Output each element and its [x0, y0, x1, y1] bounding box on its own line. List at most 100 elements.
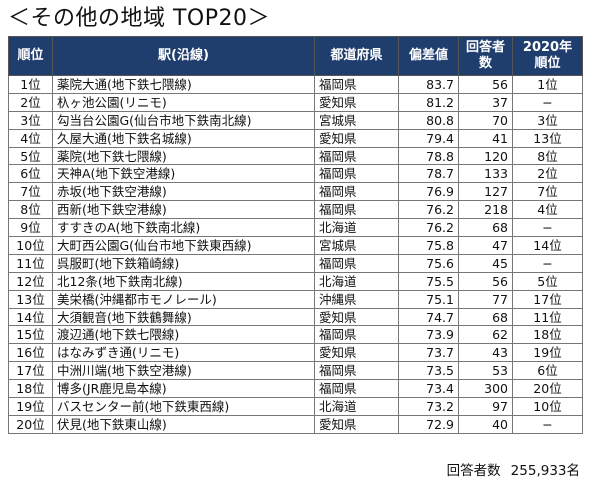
prev-rank-cell: −	[512, 253, 583, 273]
score-cell: 73.5	[398, 361, 459, 381]
score-cell: 75.5	[398, 271, 459, 291]
rank-cell: 10位	[8, 236, 53, 255]
rank-cell: 2位	[8, 92, 53, 112]
respondents-total-label: 回答者数	[446, 463, 501, 479]
rank-cell: 16位	[8, 343, 53, 363]
prefecture-cell: 福岡県	[314, 200, 399, 220]
station-cell: バスセンター前(地下鉄東西線)	[52, 397, 315, 416]
table-row: 9位 すすきのA(地下鉄南北線) 北海道 76.2 68−	[8, 218, 583, 238]
rank-cell: 13位	[8, 289, 53, 309]
prefecture-cell: 愛知県	[314, 92, 399, 112]
table-row: 10位 大町西公園G(仙台市地下鉄東西線) 宮城県 75.8 47 14位	[8, 236, 583, 255]
station-cell: はなみずき通(リニモ)	[52, 343, 315, 363]
score-cell: 75.1	[398, 289, 459, 309]
rank-cell: 17位	[8, 361, 53, 381]
table-row: 19位 バスセンター前(地下鉄東西線) 北海道 73.2 97 10位	[8, 397, 583, 416]
respondents-cell: 56	[458, 271, 513, 291]
prefecture-cell: 福岡県	[314, 325, 399, 345]
header-rank: 順位	[8, 36, 53, 76]
table-row: 7位 赤坂(地下鉄空港線) 福岡県 76.9 127 7位	[8, 182, 583, 202]
prefecture-cell: 北海道	[314, 397, 399, 416]
respondents-cell: 41	[458, 128, 513, 148]
prev-rank-cell: −	[512, 218, 583, 238]
prefecture-cell: 宮城県	[314, 110, 399, 130]
score-cell: 83.7	[398, 75, 459, 94]
station-cell: 杁ヶ池公園(リニモ)	[52, 92, 315, 112]
header-prev-line2: 順位	[534, 56, 561, 71]
score-cell: 79.4	[398, 128, 459, 148]
prev-rank-cell: −	[512, 414, 583, 434]
header-respondents-line1: 回答者	[465, 40, 505, 55]
header-respondents-line2: 数	[478, 56, 492, 71]
respondents-total: 回答者数 255,933名	[447, 461, 580, 481]
prefecture-cell: 愛知県	[314, 343, 399, 363]
table-row: 4位 久屋大通(地下鉄名城線) 愛知県 79.4 41 13位	[8, 128, 583, 148]
respondents-cell: 62	[458, 325, 513, 345]
table-row: 14位 大須観音(地下鉄鶴舞線) 愛知県 74.7 68 11位	[8, 307, 583, 327]
score-cell: 72.9	[398, 414, 459, 434]
respondents-cell: 56	[458, 75, 513, 94]
station-cell: 薬院(地下鉄七隈線)	[52, 146, 315, 166]
prev-rank-cell: 18位	[512, 325, 583, 345]
table-row: 2位 杁ヶ池公園(リニモ) 愛知県 81.2 37−	[8, 92, 583, 112]
score-cell: 73.7	[398, 343, 459, 363]
prev-rank-cell: 20位	[512, 379, 583, 399]
prefecture-cell: 福岡県	[314, 146, 399, 166]
rank-cell: 6位	[8, 164, 53, 184]
ranking-table: 順位 駅(沿線) 都道府県 偏差値 回答者数 2020年 順位 1位 薬院大通(地下…	[8, 36, 583, 434]
respondents-cell: 43	[458, 343, 513, 363]
prefecture-cell: 福岡県	[314, 182, 399, 202]
rank-cell: 14位	[8, 307, 53, 327]
table-row: 13位 美栄橋(沖縄都市モノレール) 沖縄県 75.1 77 17位	[8, 289, 583, 309]
prev-rank-cell: 5位	[512, 271, 583, 291]
station-cell: 勾当台公園G(仙台市地下鉄南北線)	[52, 110, 315, 130]
prev-rank-cell: 6位	[512, 361, 583, 381]
score-cell: 75.8	[398, 236, 459, 255]
table-row: 1位 薬院大通(地下鉄七隈線) 福岡県 83.7 56 1位	[8, 75, 583, 94]
prefecture-cell: 福岡県	[314, 361, 399, 381]
score-cell: 73.9	[398, 325, 459, 345]
prefecture-cell: 北海道	[314, 218, 399, 238]
score-cell: 74.7	[398, 307, 459, 327]
table-row: 8位 西新(地下鉄空港線) 福岡県 76.2 218 4位	[8, 200, 583, 220]
station-cell: 赤坂(地下鉄空港線)	[52, 182, 315, 202]
station-cell: 西新(地下鉄空港線)	[52, 200, 315, 220]
rank-cell: 15位	[8, 325, 53, 345]
station-cell: 博多(JR鹿児島本線)	[52, 379, 315, 399]
prefecture-cell: 沖縄県	[314, 289, 399, 309]
respondents-cell: 77	[458, 289, 513, 309]
prefecture-cell: 愛知県	[314, 128, 399, 148]
prev-rank-cell: 8位	[512, 146, 583, 166]
score-cell: 78.7	[398, 164, 459, 184]
respondents-cell: 97	[458, 397, 513, 416]
table-header-row: 順位 駅(沿線) 都道府県 偏差値 回答者数 2020年 順位	[8, 36, 583, 76]
rank-cell: 19位	[8, 397, 53, 416]
header-prefecture: 都道府県	[314, 36, 399, 76]
score-cell: 73.4	[398, 379, 459, 399]
page-title: ＜その他の地域 TOP20＞	[8, 6, 271, 31]
respondents-cell: 68	[458, 218, 513, 238]
prefecture-cell: 福岡県	[314, 164, 399, 184]
rank-cell: 18位	[8, 379, 53, 399]
score-cell: 81.2	[398, 92, 459, 112]
respondents-total-value: 255,933名	[510, 463, 580, 479]
station-cell: 中洲川端(地下鉄空港線)	[52, 361, 315, 381]
station-cell: 呉服町(地下鉄箱崎線)	[52, 253, 315, 273]
prefecture-cell: 北海道	[314, 271, 399, 291]
prefecture-cell: 福岡県	[314, 75, 399, 94]
table-row: 18位 博多(JR鹿児島本線) 福岡県 73.4 300 20位	[8, 379, 583, 399]
prev-rank-cell: 17位	[512, 289, 583, 309]
score-cell: 76.9	[398, 182, 459, 202]
prefecture-cell: 福岡県	[314, 253, 399, 273]
station-cell: 久屋大通(地下鉄名城線)	[52, 128, 315, 148]
rank-cell: 20位	[8, 414, 53, 434]
station-cell: 薬院大通(地下鉄七隈線)	[52, 75, 315, 94]
prefecture-cell: 福岡県	[314, 379, 399, 399]
header-respondents: 回答者数	[458, 36, 513, 76]
respondents-cell: 37	[458, 92, 513, 112]
rank-cell: 5位	[8, 146, 53, 166]
station-cell: 大町西公園G(仙台市地下鉄東西線)	[52, 236, 315, 255]
prev-rank-cell: −	[512, 92, 583, 112]
header-prev-rank: 2020年 順位	[512, 36, 583, 76]
header-score: 偏差値	[398, 36, 459, 76]
